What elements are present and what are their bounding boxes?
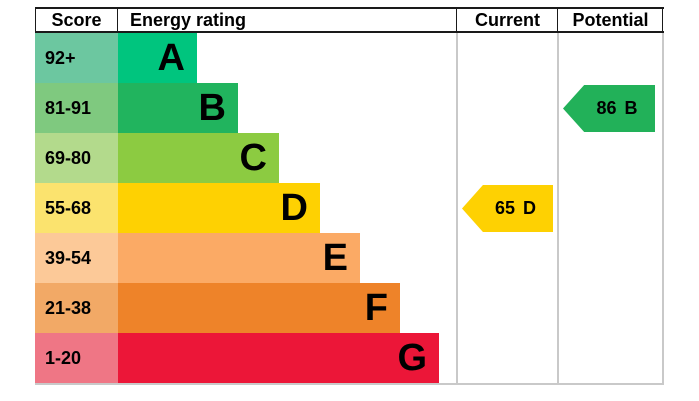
band-bar: E (118, 233, 360, 283)
current-rating-arrow: 65 D (462, 185, 553, 232)
table-right-border (662, 33, 664, 383)
band-bar: A (118, 33, 197, 83)
current-rating-value: 65 (494, 198, 516, 218)
header-divider-right (662, 8, 663, 33)
band-bar: F (118, 283, 400, 333)
header-score: Score (51, 10, 102, 30)
header-divider-score (117, 8, 118, 33)
band-row: 1-20 G (0, 333, 699, 383)
header-divider-current (557, 8, 558, 33)
header-bottom-border (35, 31, 664, 33)
table-bottom-border (35, 383, 664, 385)
band-row: 55-68 D (0, 183, 699, 233)
band-row: 39-54 E (0, 233, 699, 283)
band-row: 92+ A (0, 33, 699, 83)
potential-rating-arrow: 86 B (563, 85, 655, 132)
potential-rating-value: 86 (596, 98, 617, 118)
header-current: Current (474, 10, 540, 30)
current-rating-letter: D (523, 198, 537, 218)
band-score-range: 92+ (35, 33, 118, 83)
band-score-range: 1-20 (35, 333, 118, 383)
table-top-border (35, 7, 664, 9)
band-bar: C (118, 133, 279, 183)
band-score-range: 21-38 (35, 283, 118, 333)
band-bar: D (118, 183, 320, 233)
header-divider-rating (456, 8, 457, 33)
header-divider-left (35, 8, 36, 33)
band-score-range: 81-91 (35, 83, 118, 133)
column-divider-potential (557, 33, 559, 383)
potential-rating-letter: B (624, 98, 638, 118)
band-score-range: 39-54 (35, 233, 118, 283)
header-potential: Potential (572, 10, 649, 30)
band-row: 21-38 F (0, 283, 699, 333)
band-bar: B (118, 83, 238, 133)
band-row: 81-91 B (0, 83, 699, 133)
band-score-range: 55-68 (35, 183, 118, 233)
header-energy-rating: Energy rating (130, 10, 247, 30)
band-bar: G (118, 333, 439, 383)
band-score-range: 69-80 (35, 133, 118, 183)
band-row: 69-80 C (0, 133, 699, 183)
column-divider-current (456, 33, 458, 383)
